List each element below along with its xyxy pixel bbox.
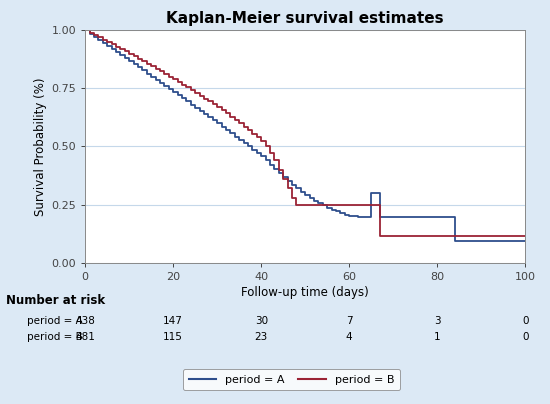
Text: 30: 30 xyxy=(255,316,268,326)
Title: Kaplan-Meier survival estimates: Kaplan-Meier survival estimates xyxy=(167,11,444,26)
Text: 481: 481 xyxy=(75,332,95,342)
Y-axis label: Survival Probability (%): Survival Probability (%) xyxy=(34,77,47,216)
Text: 1: 1 xyxy=(434,332,441,342)
Text: 4: 4 xyxy=(346,332,353,342)
Text: 23: 23 xyxy=(255,332,268,342)
Legend: period = A, period = B: period = A, period = B xyxy=(183,369,400,390)
Text: 0: 0 xyxy=(522,316,529,326)
Text: 438: 438 xyxy=(75,316,95,326)
Text: 147: 147 xyxy=(163,316,183,326)
X-axis label: Follow-up time (days): Follow-up time (days) xyxy=(241,286,369,299)
Text: period = A: period = A xyxy=(27,316,82,326)
Text: Number at risk: Number at risk xyxy=(6,295,104,307)
Text: 7: 7 xyxy=(346,316,353,326)
Text: 3: 3 xyxy=(434,316,441,326)
Text: period = B: period = B xyxy=(27,332,82,342)
Text: 0: 0 xyxy=(522,332,529,342)
Text: 115: 115 xyxy=(163,332,183,342)
